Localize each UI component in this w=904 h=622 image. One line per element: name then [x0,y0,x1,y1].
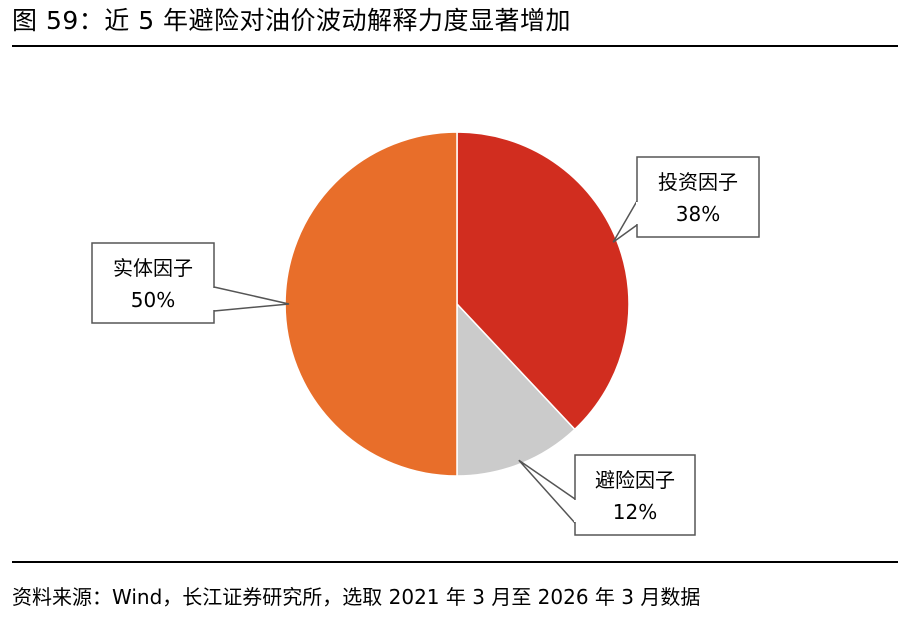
callout-box [91,242,215,324]
slice-percent-label: 12% [613,500,657,524]
pie-slice-1 [456,131,630,431]
slice-percent-label: 50% [131,288,175,312]
callout-box [636,156,760,238]
callout-pointer [213,286,290,312]
slice-name-label: 避险因子 [595,468,675,492]
slice-name-label: 实体因子 [113,256,193,280]
callout-box [574,454,696,536]
callout-pointer [612,200,638,243]
slice-percent-label: 38% [676,202,720,226]
callout-1: 投资因子 38% [612,156,760,243]
chart-title: 图 59：近 5 年避险对油价波动解释力度显著增加 [12,6,572,35]
pie-slice-2 [456,302,576,477]
callout-3: 实体因子 50% [91,242,290,324]
pie-callouts: 投资因子 38% 避险因子 12% 实体因子 50% [91,156,760,536]
source-rule [12,561,898,563]
slice-name-label: 投资因子 [658,170,738,194]
pie-slice-3 [284,131,458,477]
source-note: 资料来源：Wind，长江证券研究所，选取 2021 年 3 月至 2026 年 … [12,585,701,609]
callout-pointer [518,459,576,524]
callout-2: 避险因子 12% [518,454,696,536]
title-rule [12,45,898,47]
pie-slices [284,131,630,477]
